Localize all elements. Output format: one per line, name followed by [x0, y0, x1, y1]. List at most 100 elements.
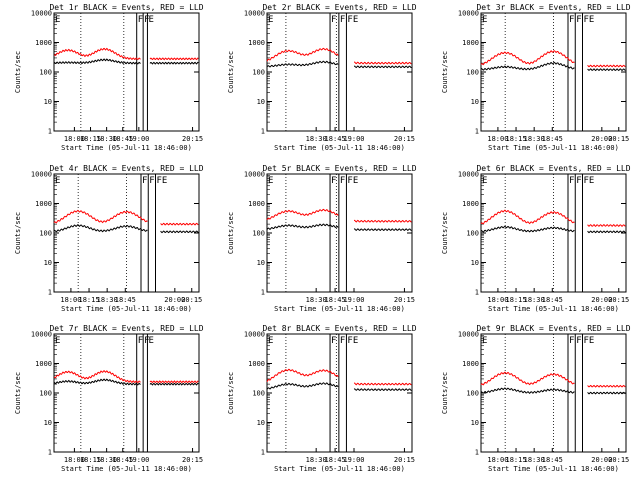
flag-label: E [268, 176, 273, 186]
y-tick-label: 10 [44, 259, 52, 267]
panel-title: Det 5r BLACK = Events, RED = LLD [262, 164, 416, 173]
x-tick-label: 20:15 [182, 135, 203, 143]
lld-series-line [266, 208, 412, 223]
plot-frame [266, 333, 413, 453]
x-tick-label: 18:15 [506, 296, 527, 304]
lld-series-line [480, 50, 626, 68]
x-tick-label: 20:15 [394, 456, 415, 464]
events-series-line [480, 225, 626, 234]
detector-panel: Det 7r BLACK = Events, RED = LLD 1 10 100 10… [14, 324, 204, 473]
flag-label: F [138, 15, 143, 25]
x-tick-label: 18:00 [60, 296, 81, 304]
y-tick-label: 10000 [458, 331, 479, 339]
x-tick-label: 18:45 [542, 135, 563, 143]
x-tick-label: 20:00 [591, 135, 612, 143]
y-tick-label: 1 [475, 289, 479, 297]
x-tick-label: 18:45 [325, 296, 346, 304]
x-axis-label: Start Time (05-Jul-11 18:46:00) [61, 144, 192, 152]
x-tick-label: 18:30 [306, 135, 327, 143]
y-axis-label: Counts/sec [441, 372, 449, 414]
plot-frame [53, 173, 200, 293]
x-tick-label: 20:15 [608, 135, 629, 143]
y-tick-label: 10000 [458, 10, 479, 18]
flag-label: F [149, 176, 154, 186]
flag-label: F [569, 176, 574, 186]
x-tick-label: 20:15 [608, 456, 629, 464]
y-tick-label: 10000 [31, 171, 52, 179]
panel-title: Det 8r BLACK = Events, RED = LLD [262, 324, 416, 333]
x-tick-label: 18:30 [524, 296, 545, 304]
flag-label: FE [584, 15, 595, 25]
lld-series-line [480, 209, 626, 227]
y-tick-label: 1 [261, 128, 265, 136]
detector-panel: Det 9r BLACK = Events, RED = LLD 1 10 100 10… [441, 324, 631, 473]
y-tick-label: 100 [252, 230, 265, 238]
x-tick-label: 18:00 [487, 296, 508, 304]
flag-label: F [340, 176, 345, 186]
x-tick-label: 20:15 [181, 296, 202, 304]
flag-label: FE [157, 176, 168, 186]
y-tick-label: 100 [252, 390, 265, 398]
x-tick-label: 18:45 [325, 456, 346, 464]
x-tick-label: 18:00 [64, 135, 85, 143]
plot-frame [266, 173, 413, 293]
y-axis-label: Counts/sec [14, 372, 22, 414]
x-tick-label: 18:45 [112, 456, 133, 464]
y-tick-label: 10000 [31, 331, 52, 339]
y-tick-label: 10000 [244, 171, 265, 179]
y-tick-label: 1 [48, 449, 52, 457]
y-tick-label: 10 [44, 419, 52, 427]
events-series-line [53, 58, 199, 65]
flag-label: F [138, 336, 143, 346]
events-series-line [53, 224, 199, 234]
y-axis-label: Counts/sec [441, 212, 449, 254]
x-axis-label: Start Time (05-Jul-11 18:46:00) [274, 465, 405, 473]
x-tick-label: 18:30 [524, 456, 545, 464]
flag-label: F [576, 336, 581, 346]
y-tick-label: 1 [475, 128, 479, 136]
panel-title: Det 9r BLACK = Events, RED = LLD [476, 324, 630, 333]
events-series-line [266, 223, 412, 232]
x-tick-label: 19:00 [128, 135, 149, 143]
flag-label: E [482, 176, 487, 186]
x-tick-label: 20:15 [394, 135, 415, 143]
y-tick-label: 1 [261, 289, 265, 297]
y-tick-label: 1 [261, 449, 265, 457]
x-tick-label: 18:45 [542, 296, 563, 304]
flag-label: E [482, 336, 487, 346]
flag-label: F [144, 336, 149, 346]
y-tick-label: 1000 [35, 200, 52, 208]
x-tick-label: 20:00 [591, 296, 612, 304]
flag-label: F [142, 176, 147, 186]
x-axis-label: Start Time (05-Jul-11 18:46:00) [61, 465, 192, 473]
panel-title: Det 3r BLACK = Events, RED = LLD [476, 3, 630, 12]
flag-label: E [268, 15, 273, 25]
flag-label: F [144, 15, 149, 25]
plot-frame [266, 12, 413, 132]
x-tick-label: 18:45 [542, 456, 563, 464]
x-tick-label: 18:30 [97, 296, 118, 304]
y-tick-label: 10 [471, 98, 479, 106]
x-tick-label: 18:00 [487, 135, 508, 143]
flag-label: F [331, 336, 336, 346]
y-tick-label: 100 [466, 69, 479, 77]
x-tick-label: 18:15 [79, 296, 100, 304]
x-tick-label: 18:00 [487, 456, 508, 464]
y-tick-label: 1000 [462, 39, 479, 47]
y-tick-label: 10 [471, 259, 479, 267]
x-tick-label: 18:30 [306, 456, 327, 464]
y-tick-label: 10000 [31, 10, 52, 18]
y-tick-label: 100 [466, 230, 479, 238]
flag-label: FE [347, 336, 358, 346]
y-tick-label: 1000 [248, 200, 265, 208]
lld-series-line [266, 47, 412, 65]
events-series-line [480, 61, 626, 72]
y-tick-label: 100 [466, 390, 479, 398]
x-axis-label: Start Time (05-Jul-11 18:46:00) [488, 144, 619, 152]
flag-label: E [482, 15, 487, 25]
detector-panel: Det 8r BLACK = Events, RED = LLD 1 10 100 10… [227, 324, 417, 473]
y-tick-label: 10 [471, 419, 479, 427]
y-axis-label: Counts/sec [227, 212, 235, 254]
flag-label: E [268, 336, 273, 346]
